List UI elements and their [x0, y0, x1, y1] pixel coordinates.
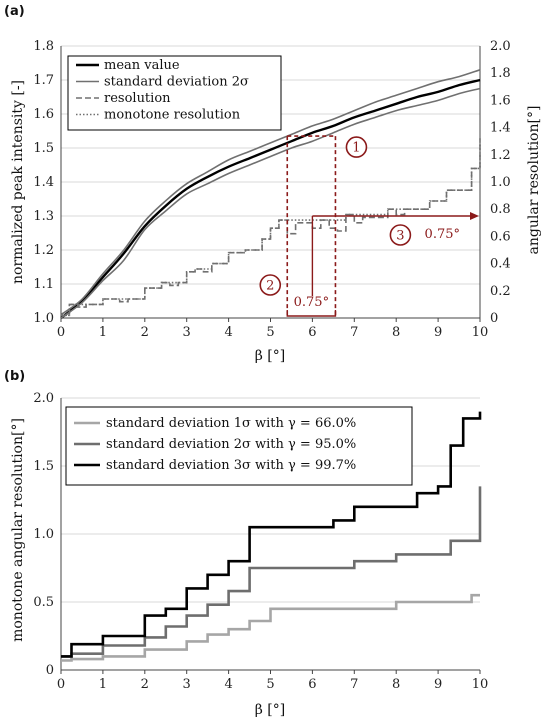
panel-b-xtick: 8	[392, 677, 400, 692]
panel-a-ytick-left: 1.5	[33, 141, 54, 156]
panel-a-series	[60, 69, 481, 319]
panel-a-xtick: 1	[99, 325, 107, 340]
panel-a-level-arrow	[470, 212, 479, 220]
panel-b-series-line-2	[61, 411, 482, 658]
panel-a-xtick: 10	[472, 325, 489, 340]
panel-a-xtick: 0	[57, 325, 65, 340]
panel-a-ytick-left: 1.7	[33, 73, 54, 88]
panel-a-marker-2: 2	[266, 279, 274, 294]
panel-a-legend-label-0: mean value	[104, 58, 180, 73]
panel-b-xtick: 9	[434, 677, 442, 692]
panel-b-series	[61, 411, 482, 662]
panel-a-ytick-right: 2.0	[490, 39, 511, 54]
panel-b-legend-label-1: standard deviation 2σ with γ = 95.0%	[106, 437, 356, 452]
panel-a-series-line-2	[60, 87, 481, 319]
panel-b-ytick: 0	[46, 663, 54, 678]
panel-a-xtick: 9	[434, 325, 442, 340]
panel-a-width-label: 0.75°	[294, 295, 329, 310]
panel-b-ytick: 2.0	[33, 391, 54, 406]
panel-b-ytick: 0.5	[33, 595, 54, 610]
panel-a-legend-box	[67, 55, 282, 131]
panel-a-ytick-left: 1.4	[33, 175, 54, 190]
panel-a-ytick-right: 0.8	[490, 202, 511, 217]
panel-b-xtick: 7	[350, 677, 358, 692]
panel-a-ytick-right: 0.6	[490, 229, 511, 244]
panel-b-ytick: 1.5	[33, 459, 54, 474]
panel-a-ytick-right: 0.2	[490, 284, 511, 299]
panel-b-xtick: 0	[57, 677, 65, 692]
panel-a-ytick-left: 1.1	[33, 277, 54, 292]
panel-a-xtick: 3	[183, 325, 191, 340]
panel-b-series-line-0	[61, 593, 480, 662]
panel-b-xtick: 1	[99, 677, 107, 692]
panel-b-xtick: 4	[224, 677, 232, 692]
panel-a-marker-circle-2	[259, 274, 282, 296]
panel-a-ytick-left: 1.6	[33, 107, 54, 122]
panel-a-xtick: 8	[392, 325, 400, 340]
panel-a-ytick-right: 1.2	[490, 148, 511, 163]
panel-a-marker-circle-1	[345, 136, 368, 158]
panel-b-series-line-1	[61, 486, 482, 658]
panel-b-legend-label-2: standard deviation 3σ with γ = 99.7%	[106, 458, 356, 473]
panel-b-xtick: 10	[472, 677, 489, 692]
panel-b-legend-box	[65, 406, 413, 486]
panel-a-width-bracket	[286, 310, 337, 317]
panel-b-legend: standard deviation 1σ with γ = 66.0% stan…	[65, 406, 413, 486]
panel-a-ytick-right: 1.6	[490, 93, 511, 108]
panel-b-xtick: 2	[141, 677, 149, 692]
panel-b-label: (b)	[4, 369, 25, 384]
panel-a-ytick-left: 1.2	[33, 243, 54, 258]
panel-a-series-line-1	[60, 69, 481, 316]
panel-a-marker-circle-3	[389, 224, 412, 246]
panel-a-xlabel: β [°]	[255, 348, 285, 364]
panel-a-ytick-right: 0.4	[490, 257, 511, 272]
panel-b-xtick: 6	[308, 677, 316, 692]
panel-a-annotations: 0.75° 0.75° 1 2 3	[259, 135, 479, 317]
panel-a-ylabel-right: angular resolution[°]	[526, 106, 542, 255]
panel-b: (b) 0 0.5 1.0 1.5 2.0 0 1 2 3 4 5 6 7 8 9 10 monotone a…	[4, 369, 488, 718]
panel-a-ytick-left: 1.8	[33, 39, 54, 54]
panel-a-xtick: 4	[224, 325, 232, 340]
panel-a-marker-1: 1	[352, 141, 360, 156]
panel-b-xtick: 5	[266, 677, 274, 692]
panel-a-series-line-0	[60, 78, 481, 319]
panel-a-xtick: 7	[350, 325, 358, 340]
panel-b-ytick: 1.0	[33, 527, 54, 542]
panel-a-ytick-right: 1.0	[490, 175, 511, 190]
panel-a-xtick: 6	[308, 325, 316, 340]
panel-b-ticks: 0 0.5 1.0 1.5 2.0 0 1 2 3 4 5 6 7 8 9 10	[33, 391, 488, 692]
panel-b-ylabel: monotone angular resolution[°]	[10, 418, 26, 642]
panel-a-legend-label-1: standard deviation 2σ	[104, 75, 249, 90]
panel-a-xtick: 5	[266, 325, 274, 340]
panel-a-legend: mean value standard deviation 2σresolutio…	[67, 55, 282, 131]
panel-a: (a) 1.0 1.1 1.2 1.3 1.4 1.5 1.6 1.7 1.8 0 0.2 0.4 0.…	[4, 4, 542, 364]
panel-a-ticks: 1.0 1.1 1.2 1.3 1.4 1.5 1.6 1.7 1.8 0 0.2 0.4 0.6 0.8…	[33, 39, 510, 340]
panel-b-xtick: 3	[183, 677, 191, 692]
panel-a-level-label: 0.75°	[425, 227, 460, 242]
panel-a-xtick: 2	[141, 325, 149, 340]
panel-a-label: (a)	[4, 4, 25, 19]
panel-a-ytick-left: 1.0	[33, 311, 54, 326]
panel-a-ytick-right: 1.8	[490, 66, 511, 81]
panel-a-series-line-4	[61, 138, 481, 317]
panel-a-ytick-left: 1.3	[33, 209, 54, 224]
panel-a-ylabel-left: normalized peak intensity [-]	[10, 80, 26, 284]
panel-a-legend-label-3: monotone resolution	[104, 108, 241, 123]
panel-a-legend-label-2: resolution	[104, 91, 171, 106]
panel-a-ytick-right: 0	[490, 311, 498, 326]
panel-a-marker-3: 3	[396, 229, 404, 244]
panel-b-xlabel: β [°]	[255, 702, 285, 718]
panel-a-ytick-right: 1.4	[490, 121, 511, 136]
panel-b-legend-label-0: standard deviation 1σ with γ = 66.0%	[106, 416, 356, 431]
